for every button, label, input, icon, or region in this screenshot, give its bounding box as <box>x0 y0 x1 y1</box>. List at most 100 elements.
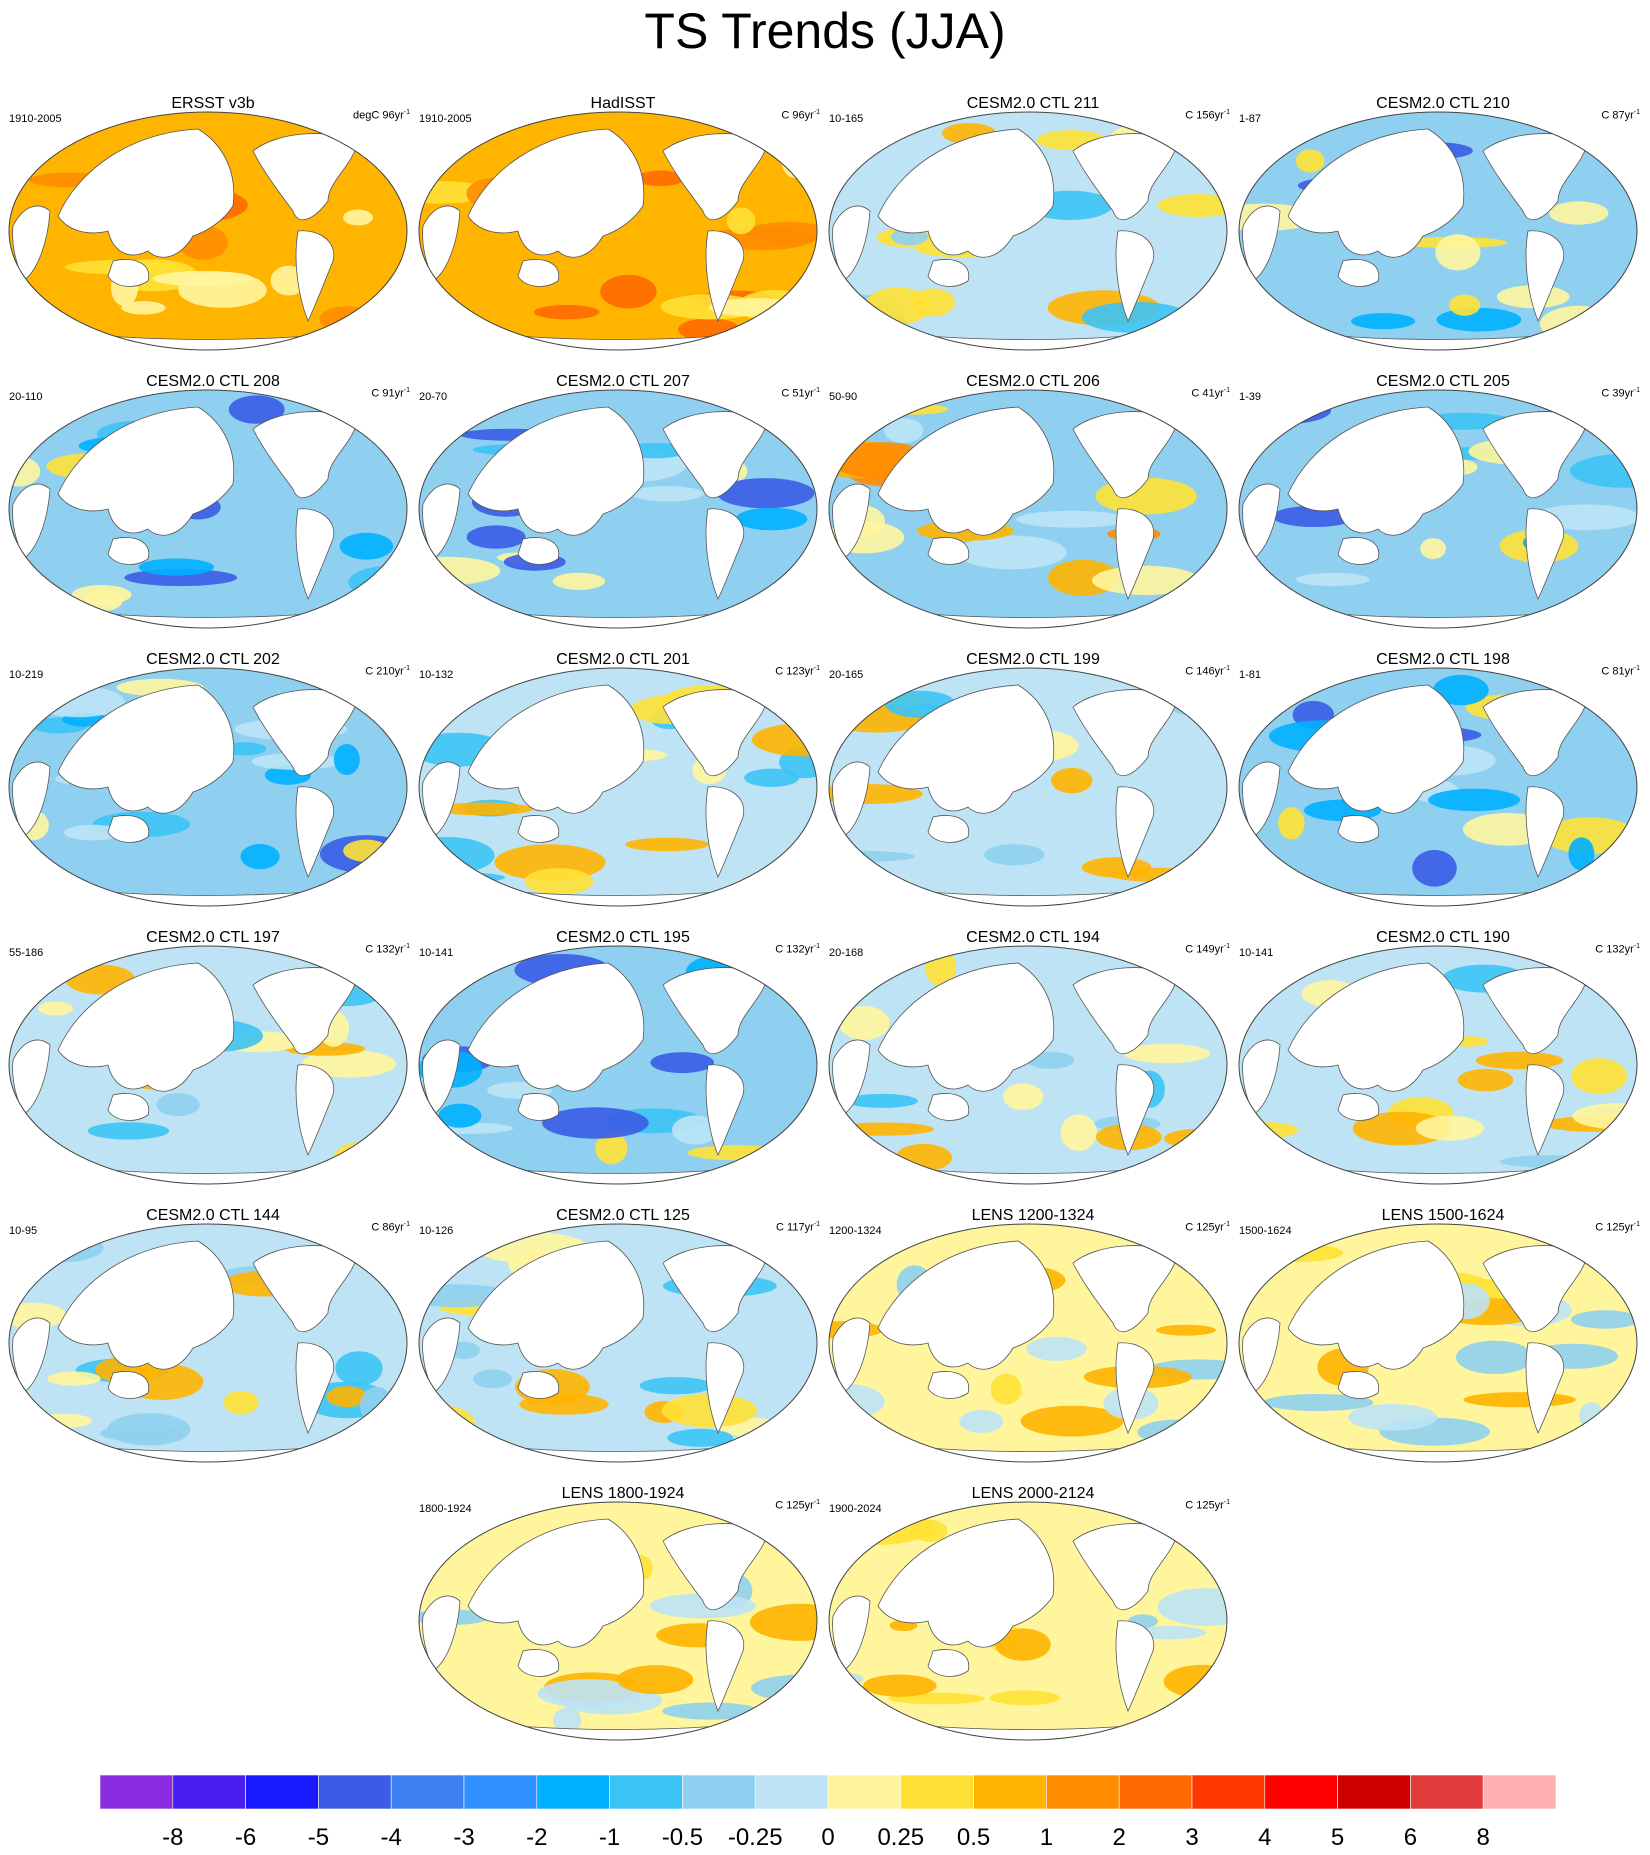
anomaly-region <box>600 274 657 309</box>
colorbar-swatch <box>536 1775 610 1810</box>
unit-exponent: -1 <box>1223 1221 1230 1228</box>
land-mass <box>1115 1342 1155 1434</box>
anomaly-region <box>1092 565 1200 595</box>
robinson-map <box>1238 111 1638 351</box>
anomaly-region <box>1164 1129 1227 1148</box>
anomaly-region <box>678 318 741 341</box>
land-mass <box>517 1093 560 1121</box>
panel-title: CESM2.0 CTL 211 <box>966 95 1100 112</box>
land-mass <box>877 1240 1055 1370</box>
anomaly-region <box>1475 1051 1564 1070</box>
land-mass <box>517 537 560 565</box>
anomaly-region <box>1051 767 1093 794</box>
land-mass <box>1287 962 1465 1092</box>
panel-title: LENS 1500-1624 <box>1381 1207 1505 1224</box>
anomaly-region <box>1020 1405 1124 1437</box>
unit-exponent: -1 <box>813 943 820 950</box>
unit-suffix: yr <box>1214 387 1224 400</box>
anomaly-region <box>524 868 594 895</box>
land-mass <box>1287 128 1465 258</box>
unit-suffix: yr <box>1624 387 1634 400</box>
anomaly-region <box>1109 867 1204 882</box>
land-mass <box>662 1245 769 1333</box>
land-mass <box>517 259 560 287</box>
land-mass <box>422 1039 461 1116</box>
panel-period: 1-87 <box>1239 113 1262 125</box>
land-mass <box>1072 411 1179 499</box>
land-mass <box>877 1518 1055 1648</box>
map-panel: HadISST 1910-2005 C 96yr-1 <box>418 95 828 360</box>
map-border <box>8 667 408 907</box>
anomaly-region <box>1241 392 1275 431</box>
unit-prefix: C <box>1601 665 1613 678</box>
unit-suffix: yr <box>1214 1499 1224 1512</box>
anomaly-region <box>240 844 280 870</box>
panel-title: ERSST v3b <box>171 95 255 112</box>
land-mass <box>1337 815 1380 843</box>
anomaly-region <box>1591 411 1634 424</box>
anomaly-region <box>1272 505 1357 527</box>
anomaly-region <box>1295 149 1325 173</box>
land-mass <box>1115 1620 1155 1712</box>
panel-period: 10-219 <box>9 669 44 681</box>
panel-title: CESM2.0 CTL 195 <box>556 929 690 946</box>
map-panel: LENS 1500-1624 1500-1624 C 125yr-1 <box>1238 1207 1648 1472</box>
anomaly-region <box>744 768 800 787</box>
map-border <box>8 389 408 629</box>
unit-suffix: yr <box>1624 1221 1634 1234</box>
colorbar-label: 1 <box>1040 1824 1053 1851</box>
land-mass <box>517 815 560 843</box>
anomaly-region <box>1081 301 1191 333</box>
anomaly-region <box>1351 313 1416 330</box>
land-mass <box>927 259 970 287</box>
trend-length: 125 <box>1606 1221 1625 1234</box>
panel-title: CESM2.0 CTL 199 <box>966 651 1100 668</box>
unit-prefix: C <box>365 665 377 678</box>
robinson-map <box>828 945 1228 1185</box>
unit-suffix: yr <box>1624 665 1634 678</box>
land-mass <box>662 411 769 499</box>
map-panel: CESM2.0 CTL 208 20-110 C 91yr-1 <box>8 373 418 638</box>
map-panel: ERSST v3b 1910-2005 degC 96yr-1 <box>8 95 418 360</box>
panel-period: 10-141 <box>419 947 454 959</box>
anomaly-region <box>1296 572 1370 587</box>
robinson-map <box>1238 667 1638 907</box>
unit-prefix: C <box>1185 1221 1197 1234</box>
anomaly-region <box>831 1122 935 1136</box>
trend-length: 123 <box>786 665 805 678</box>
land-mass <box>12 205 51 282</box>
trend-length: 87 <box>1612 109 1625 122</box>
panel-title: CESM2.0 CTL 144 <box>146 1207 280 1224</box>
anomaly-region <box>1572 1103 1637 1130</box>
robinson-map <box>418 389 818 629</box>
trend-length: 132 <box>1606 943 1625 956</box>
land-mass <box>1072 1245 1179 1333</box>
land-mass <box>467 406 645 536</box>
colorbar-label: 0.5 <box>957 1824 990 1851</box>
panel-period: 10-141 <box>1239 947 1274 959</box>
panel-trend-unit: C 125yr-1 <box>1595 1221 1640 1234</box>
colorbar-swatch <box>682 1775 756 1810</box>
robinson-map <box>8 111 408 351</box>
unit-prefix: C <box>1191 387 1203 400</box>
panel-period: 1910-2005 <box>419 113 472 125</box>
land-mass <box>57 406 235 536</box>
anomaly-region <box>1568 837 1595 871</box>
land-mass <box>107 537 150 565</box>
panel-title: CESM2.0 CTL 202 <box>146 651 280 668</box>
anomaly-region <box>1239 1122 1299 1139</box>
unit-suffix: yr <box>1624 943 1634 956</box>
panel-title: CESM2.0 CTL 207 <box>556 373 690 390</box>
map-border <box>418 1223 818 1463</box>
anomaly-region <box>995 1628 1051 1661</box>
unit-exponent: -1 <box>1223 943 1230 950</box>
panel-title: CESM2.0 CTL 201 <box>556 651 690 668</box>
unit-suffix: yr <box>394 665 404 678</box>
anomaly-region <box>829 116 874 152</box>
map-panel: CESM2.0 CTL 199 20-165 C 146yr-1 <box>828 651 1238 916</box>
anomaly-region <box>138 558 214 576</box>
unit-prefix: C <box>1595 943 1607 956</box>
land-mass <box>1242 483 1281 560</box>
unit-suffix: yr <box>1624 109 1634 122</box>
panel-period: 1900-2024 <box>829 1503 882 1515</box>
